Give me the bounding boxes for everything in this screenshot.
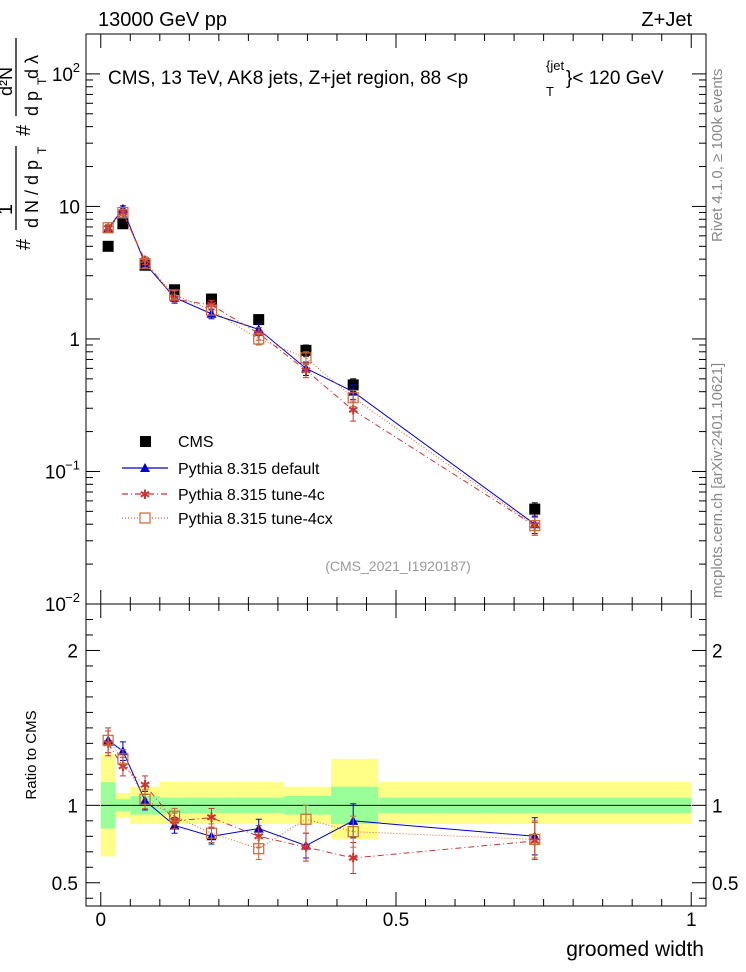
ratio-tune4cx-point <box>102 734 114 746</box>
ratio-tune4c-point: ✱ <box>348 850 359 865</box>
mcplots-label: mcplots.cern.ch [arXiv:2401.10621] <box>709 363 726 598</box>
main-tune4c-line <box>107 211 536 527</box>
main-tune4cx-point <box>117 206 129 219</box>
ratio-tune4c-point: ✱ <box>206 810 217 825</box>
ylabel-num2: d²N <box>0 67 16 96</box>
ylabel-den2-tail: d λ <box>22 55 42 79</box>
ratio-tune4cx-point <box>347 826 359 838</box>
ratio-tune4cx-point <box>529 833 541 846</box>
ratio-tune4c-point: ✱ <box>140 778 151 793</box>
ylabel-hash2: # <box>13 124 35 136</box>
main-ytick-label: 10 <box>59 197 80 218</box>
ylabel-den2-sub: T <box>35 77 49 85</box>
ratio-xtick-label: 0 <box>95 910 106 931</box>
main-tune4cx-point <box>102 222 114 234</box>
main-tune4cx-point <box>139 258 151 270</box>
ratio-tune4cx-point <box>139 793 151 805</box>
ratio-tune4c-point: ✱ <box>300 840 311 855</box>
ratio-ytick-label: 0.5 <box>52 874 78 895</box>
legend-cms-label: CMS <box>178 434 214 451</box>
xaxis-label: groomed width <box>566 938 704 961</box>
main-ytick-exponent: 2 <box>73 60 80 75</box>
ratio-ytick-label-right: 0.5 <box>712 874 738 895</box>
main-default-point <box>117 203 128 213</box>
ratio-tune4cx-point <box>300 813 312 825</box>
ratio-tune4cx-point <box>117 753 129 765</box>
ylabel-num1: 1 <box>0 204 17 215</box>
ratio-ytick-label-right: 2 <box>712 641 723 662</box>
ylabel-den2: d p <box>22 91 42 116</box>
legend-tune4cx-label: Pythia 8.315 tune-4cx <box>178 511 333 528</box>
main-tune4cx-point <box>205 304 218 316</box>
ratio-bands <box>100 754 692 857</box>
main-cms-point <box>300 344 312 356</box>
main-tune4cx-line <box>107 211 536 527</box>
main-ytick-label: 1 <box>69 330 80 351</box>
plot-title-sup: {jet <box>546 58 564 73</box>
ratio-tune4cx-point <box>205 827 218 839</box>
main-tune4c-point: ✱ <box>300 363 311 378</box>
legend: CMS Pythia 8.315 default ✱ Pythia 8.315 … <box>122 434 333 528</box>
plot-title-tail: }< 120 GeV <box>566 68 664 89</box>
legend-tune4cx-marker <box>139 512 151 524</box>
main-ytick-label: 10 <box>45 595 66 616</box>
ratio-ytick-label: 2 <box>67 641 78 662</box>
ratio-ytick-label: 1 <box>67 796 78 817</box>
ratio-ytick-label-right: 1 <box>712 796 723 817</box>
legend-tune4c-label: Pythia 8.315 tune-4c <box>178 487 325 504</box>
main-cms-point <box>205 293 217 305</box>
legend-cms-marker <box>140 436 151 447</box>
plot-title-sub: T <box>546 84 554 99</box>
ratio-xtick-label: 0.5 <box>383 910 409 931</box>
ylabel-hash1: # <box>13 238 35 250</box>
main-ytick-label: 10 <box>52 65 73 86</box>
rivet-label: Rivet 4.1.0, ≥ 100k events <box>709 69 726 242</box>
ratio-plot-frame <box>85 603 707 907</box>
main-tune4cx-point <box>168 289 181 301</box>
ratio-xtick-label: 1 <box>686 910 697 931</box>
ratio-plot: ✱✱✱✱ ✱✱✱✱✱ 0.5 0.51 12 20 0.5 1 <box>52 603 738 931</box>
ratio-series: ✱✱✱✱ ✱✱✱✱✱ <box>102 727 541 874</box>
plot-title-main: CMS, 13 TeV, AK8 jets, Z+jet region, 88 … <box>108 68 468 89</box>
main-cms-point <box>102 240 114 252</box>
main-tune4cx-point <box>347 392 359 404</box>
analysis-watermark: (CMS_2021_I1920187) <box>325 558 471 574</box>
legend-default-marker <box>140 463 150 472</box>
ratio-ylabel: Ratio to CMS <box>23 710 40 799</box>
legend-default-label: Pythia 8.315 default <box>178 461 320 478</box>
legend-tune4c-marker: ✱ <box>140 487 151 502</box>
main-tune4c-point: ✱ <box>348 403 359 418</box>
ratio-tune4cx-point <box>253 843 265 855</box>
main-tune4cx-point <box>253 333 265 345</box>
main-ytick-exponent: −1 <box>65 457 80 472</box>
main-default-line <box>107 207 536 525</box>
ylabel-den1: d N / d p <box>22 160 42 228</box>
header-right: Z+Jet <box>641 9 692 31</box>
main-ylabel: # 1 d N / d p T # d²N d p T d λ <box>0 38 49 250</box>
main-cms-point <box>253 314 265 326</box>
main-ytick-exponent: −2 <box>65 590 80 605</box>
ylabel-den1-sub: T <box>35 146 49 154</box>
plot-title: CMS, 13 TeV, AK8 jets, Z+jet region, 88 … <box>108 58 664 99</box>
main-series: ✱✱✱✱✱✱✱✱✱ <box>102 203 541 536</box>
main-cms-point <box>529 503 541 515</box>
ratio-ticks: 0.5 0.5 1 1 2 2 0 0.5 1 <box>52 604 738 931</box>
main-cms-point <box>117 218 129 230</box>
main-tune4cx-point <box>529 520 541 532</box>
main-tune4cx-point <box>300 352 312 364</box>
ratio-tune4c-point: ✱ <box>253 829 264 844</box>
ratio-tune4cx-point <box>168 810 181 822</box>
main-ytick-label: 10 <box>45 462 66 483</box>
header-left: 13000 GeV pp <box>98 9 227 31</box>
